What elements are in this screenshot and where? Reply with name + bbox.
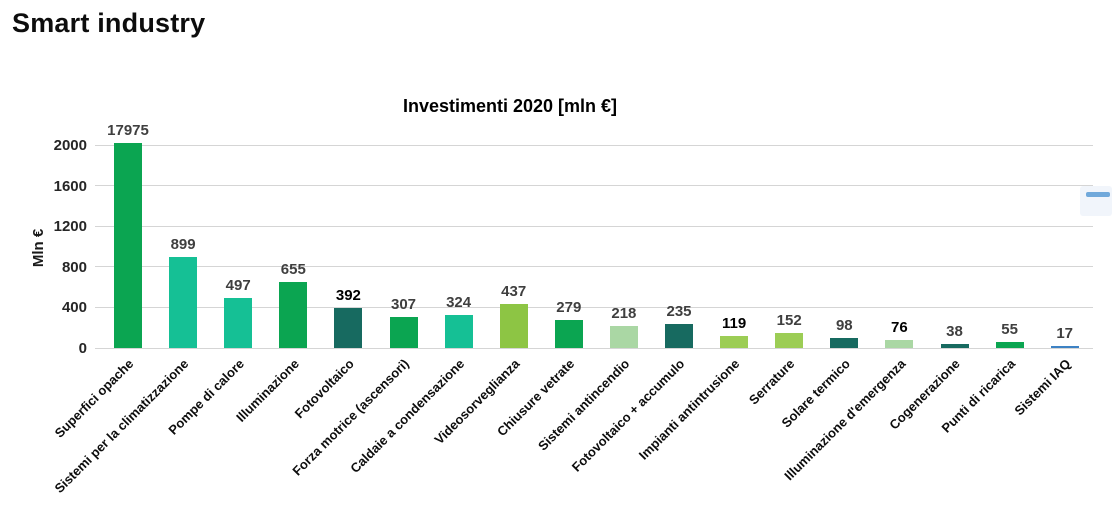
plot-area: 0 400 800 1200 1600 2000 17975 Superfici opache… (52, 123, 1093, 496)
bar-7 (444, 315, 473, 348)
gridline (95, 185, 1093, 187)
bar-10 (609, 325, 638, 348)
bar-value-label: 119 (721, 314, 747, 332)
bar-18 (1050, 346, 1079, 348)
y-tick-label: 2000 (53, 137, 87, 154)
bar-13 (775, 332, 804, 348)
bar-value-label: 152 (776, 311, 802, 329)
bar-value-label: 324 (446, 294, 472, 312)
x-tick-label: Caldaie a condensazione (347, 356, 468, 476)
bar-6 (389, 316, 418, 348)
bar-9 (554, 319, 583, 348)
bar-value-label: 279 (556, 298, 582, 316)
bar-value-label: 55 (1001, 321, 1018, 339)
bar-value-label: 392 (335, 287, 361, 305)
y-tick-label: 800 (61, 258, 87, 276)
bar-14 (830, 338, 859, 348)
bar-4 (279, 281, 308, 348)
bar-value-label: 235 (666, 303, 692, 321)
gridline (95, 266, 1093, 268)
bar-11 (665, 324, 693, 348)
gridline (95, 225, 1093, 227)
bar-1 (114, 143, 142, 348)
y-tick-label: 0 (78, 340, 87, 357)
page-title: Smart industry (12, 8, 206, 38)
x-tick-label: Sistemi IAQ (1011, 356, 1074, 419)
bar-value-label: 76 (891, 319, 908, 337)
x-tick-label: Serrature (746, 356, 798, 408)
chart-title: Investimenti 2020 [mln €] (402, 96, 618, 116)
y-tick-label: 1200 (53, 218, 87, 236)
bar-12 (720, 335, 749, 348)
bar-value-label: 98 (835, 317, 853, 335)
bar-value-label: 218 (611, 304, 637, 322)
y-tick-label: 400 (61, 299, 87, 317)
bar-15 (885, 340, 914, 348)
bar-8 (499, 303, 528, 348)
bar-value-label: 17 (1056, 325, 1074, 343)
bar-3 (224, 297, 253, 348)
bar-value-label: 655 (280, 260, 306, 278)
bar-2 (169, 256, 198, 348)
bar-value-label: 307 (390, 295, 417, 313)
scroll-indicator[interactable] (1086, 192, 1110, 197)
x-tick-label: Fotovoltaico + accumulo (568, 356, 688, 475)
gridline (95, 347, 1093, 349)
bar-value-label: 38 (946, 323, 963, 341)
bar-value-label: 497 (225, 276, 251, 294)
bar-value-label: 899 (170, 235, 196, 253)
y-tick-label: 1600 (53, 177, 87, 195)
scroll-track-artifact (1080, 186, 1112, 216)
bar-value-label: 437 (501, 282, 527, 300)
bar-5 (334, 308, 363, 348)
gridline (95, 306, 1093, 308)
bar-value-label: 17975 (107, 122, 149, 139)
x-tick-label: Sistemi antincendio (535, 356, 633, 454)
bar-16 (940, 344, 969, 348)
x-tick-label: Impianti antintrusione (636, 356, 743, 463)
bar-17 (995, 342, 1024, 348)
gridline (95, 144, 1093, 146)
